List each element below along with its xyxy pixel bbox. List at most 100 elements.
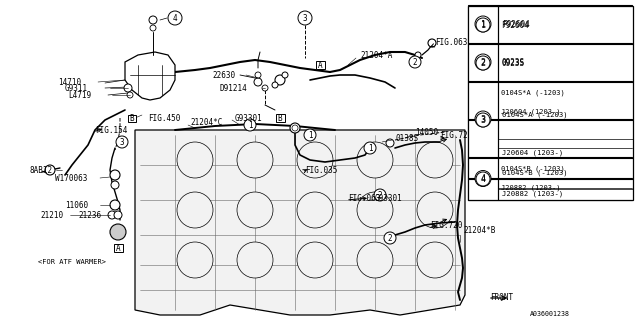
Text: 1: 1 [481, 20, 486, 28]
Circle shape [476, 172, 490, 186]
Text: 0923S: 0923S [502, 58, 525, 67]
Text: 0104S*B (-1203): 0104S*B (-1203) [502, 169, 568, 176]
Text: FIG.154: FIG.154 [95, 125, 127, 134]
Text: A: A [116, 244, 120, 252]
Text: J20604 (1203-): J20604 (1203-) [502, 149, 563, 156]
Text: A: A [317, 60, 323, 69]
Circle shape [415, 52, 421, 58]
Text: J20882 (1203-): J20882 (1203-) [501, 185, 561, 191]
Text: G93301: G93301 [375, 194, 403, 203]
Circle shape [127, 92, 133, 98]
Circle shape [282, 72, 288, 78]
Text: F92604: F92604 [502, 20, 530, 28]
Text: 2: 2 [481, 59, 486, 68]
Circle shape [475, 54, 491, 70]
Text: 0138S: 0138S [395, 133, 418, 142]
Text: 8AB12: 8AB12 [30, 165, 53, 174]
Text: 2: 2 [388, 234, 392, 243]
Bar [275, 114, 285, 122]
Circle shape [290, 123, 300, 133]
Text: 1: 1 [308, 131, 312, 140]
Text: FIG.035: FIG.035 [305, 165, 337, 174]
Circle shape [237, 142, 273, 178]
Text: 4: 4 [481, 174, 486, 183]
Circle shape [275, 75, 285, 85]
Text: 11060: 11060 [65, 201, 88, 210]
Text: W170063: W170063 [55, 173, 88, 182]
Text: 14050: 14050 [415, 127, 438, 137]
Circle shape [237, 192, 273, 228]
Polygon shape [125, 52, 175, 100]
Circle shape [45, 165, 55, 175]
Text: 14710: 14710 [58, 77, 81, 86]
Circle shape [357, 192, 393, 228]
Circle shape [149, 16, 157, 24]
Circle shape [254, 78, 262, 86]
Circle shape [116, 136, 128, 148]
Circle shape [114, 211, 122, 219]
Circle shape [475, 16, 491, 32]
Text: FIG.063: FIG.063 [348, 194, 380, 203]
Text: 2: 2 [378, 190, 382, 199]
Circle shape [272, 82, 278, 88]
Circle shape [177, 142, 213, 178]
Text: 1: 1 [368, 143, 372, 153]
Circle shape [292, 125, 298, 131]
Text: FIG.720: FIG.720 [430, 220, 462, 229]
Circle shape [150, 25, 156, 31]
Text: 0923S: 0923S [501, 59, 524, 68]
Circle shape [237, 242, 273, 278]
Text: 0104S*A (-1203): 0104S*A (-1203) [502, 111, 568, 118]
Circle shape [108, 211, 116, 219]
Text: FIG.063: FIG.063 [435, 37, 467, 46]
Text: FIG.450: FIG.450 [148, 114, 180, 123]
Circle shape [384, 232, 396, 244]
Circle shape [177, 192, 213, 228]
Circle shape [297, 142, 333, 178]
Circle shape [262, 85, 268, 91]
Text: G93301: G93301 [235, 114, 263, 123]
Text: J20882 (1203-): J20882 (1203-) [502, 191, 563, 197]
Circle shape [304, 129, 316, 141]
Bar [468, 5, 632, 200]
Circle shape [476, 113, 490, 127]
Text: 1: 1 [481, 20, 486, 29]
Circle shape [168, 11, 182, 25]
Circle shape [297, 242, 333, 278]
Text: D91214: D91214 [220, 84, 248, 92]
Circle shape [255, 72, 261, 78]
Text: L4719: L4719 [68, 91, 91, 100]
Circle shape [428, 39, 436, 47]
Text: 21204*A: 21204*A [360, 51, 392, 60]
Circle shape [364, 142, 376, 154]
Text: 3: 3 [303, 13, 307, 22]
Text: 21204*C: 21204*C [190, 117, 222, 126]
Text: B: B [130, 114, 134, 123]
Bar [128, 115, 136, 122]
Circle shape [357, 242, 393, 278]
Circle shape [386, 139, 394, 147]
Bar [468, 6, 633, 200]
Text: FRONT: FRONT [490, 293, 513, 302]
Text: FIG.720: FIG.720 [440, 131, 472, 140]
Text: 1: 1 [248, 121, 252, 130]
Circle shape [409, 56, 421, 68]
Text: J20604 (1203-): J20604 (1203-) [501, 109, 561, 115]
Text: 21210: 21210 [40, 211, 63, 220]
Text: <FOR ATF WARMER>: <FOR ATF WARMER> [38, 259, 106, 265]
Text: B: B [278, 114, 282, 123]
Circle shape [111, 181, 119, 189]
Bar [113, 244, 122, 252]
Text: 4: 4 [481, 174, 486, 183]
Circle shape [476, 56, 490, 70]
Circle shape [110, 224, 126, 240]
Circle shape [357, 142, 393, 178]
Text: A036001238: A036001238 [530, 311, 570, 317]
Circle shape [417, 242, 453, 278]
Circle shape [417, 192, 453, 228]
Text: 2: 2 [481, 58, 486, 67]
Text: 21236: 21236 [78, 211, 101, 220]
Circle shape [297, 192, 333, 228]
Circle shape [177, 242, 213, 278]
Text: 3: 3 [481, 115, 486, 124]
